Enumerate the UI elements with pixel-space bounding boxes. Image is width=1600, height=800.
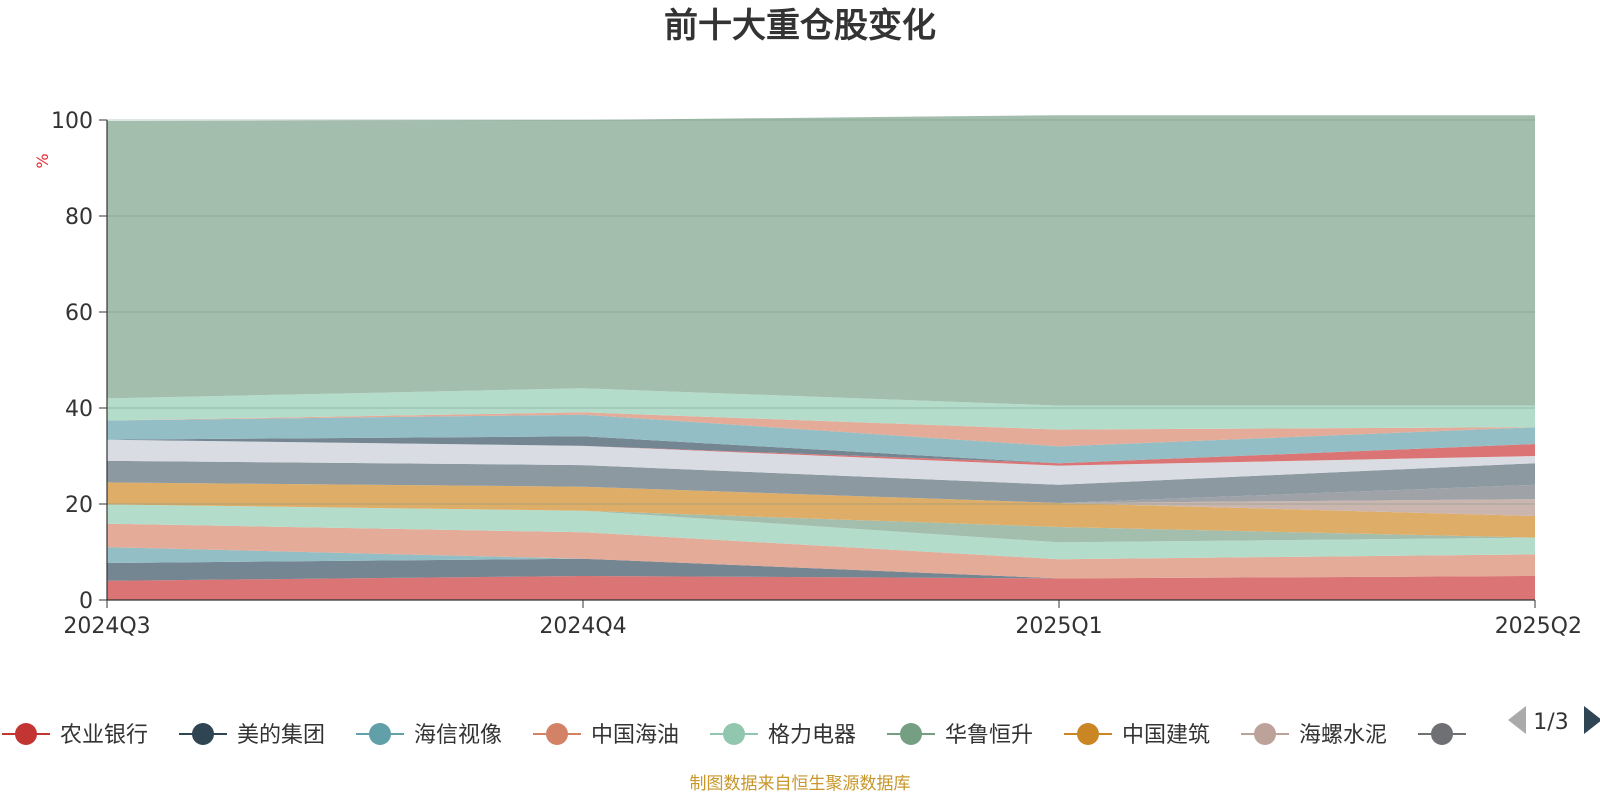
area-series-6 [107,482,1535,538]
data-source-note: 制图数据来自恒生聚源数据库 [690,774,911,794]
legend-page-indicator: 1/3 [1533,710,1568,735]
legend-marker [900,723,922,745]
y-tick-label: 20 [65,493,93,518]
area-series-5 [107,504,1535,543]
legend-marker [1254,723,1276,745]
legend-marker [192,723,214,745]
legend-label: 中国建筑 [1122,723,1210,748]
area-series-3 [107,523,1535,579]
y-tick-label: 100 [51,109,93,134]
y-tick-label: 0 [79,589,93,614]
x-tick-label: 2025Q2 [1495,614,1582,639]
x-tick-label: 2024Q3 [63,614,150,639]
legend-label: 华鲁恒升 [945,723,1033,748]
area-series-11 [107,439,1535,466]
legend-prev-page-icon[interactable] [1508,706,1526,734]
legend-label: 海信视像 [414,723,502,748]
area-series-4 [107,504,1535,560]
legend-item[interactable]: 美的集团 [179,723,325,748]
area-series-16 [107,115,1535,406]
legend-label: 格力电器 [768,723,856,748]
x-tick-label: 2024Q4 [539,614,626,639]
legend-label: 中国海油 [591,723,679,748]
legend-marker [1431,723,1453,745]
area-series-14 [107,412,1535,447]
legend-item[interactable]: 海螺水泥 [1241,723,1387,748]
area-series-15 [107,388,1535,430]
plot-areas [107,115,1535,600]
legend-marker [369,723,391,745]
legend-item[interactable]: 华鲁恒升 [887,723,1033,748]
legend-item[interactable]: 格力电器 [710,723,856,748]
area-series-13 [107,414,1535,464]
legend-item[interactable]: 中国建筑 [1064,723,1210,748]
legend-marker [723,723,745,745]
legend-item[interactable]: 海信视像 [356,723,502,748]
area-series-10 [107,439,1535,485]
grid-lines [107,119,1535,505]
legend-next-page-icon[interactable] [1584,706,1600,734]
legend-label: 海螺水泥 [1299,723,1387,748]
legend-pager: 1/3 [1508,706,1600,735]
legend-label: 美的集团 [237,723,325,748]
legend-marker [15,723,37,745]
legend-label: 农业银行 [60,723,148,748]
legend-item[interactable]: 中国海油 [533,723,679,748]
y-axis-unit: % [33,153,52,168]
x-tick-label: 2025Q1 [1015,614,1102,639]
axes: 0 20 40 60 80 100 2024Q3 2024Q4 2025Q1 2025Q2 [51,109,1582,639]
area-series-0 [107,576,1535,600]
legend-item[interactable] [1418,723,1466,745]
legend-marker [546,723,568,745]
y-tick-label: 60 [65,301,93,326]
y-tick-label: 80 [65,205,93,230]
legend: 农业银行 美的集团 海信视像 中国海油 格力电器 华鲁恒升 中国建筑 海螺水泥 [2,723,1466,748]
area-series-1 [107,558,1535,581]
legend-item[interactable]: 农业银行 [2,723,148,748]
chart-title: 前十大重仓股变化 [664,6,936,46]
legend-marker [1077,723,1099,745]
area-series-9 [107,460,1535,503]
y-tick-label: 40 [65,397,93,422]
